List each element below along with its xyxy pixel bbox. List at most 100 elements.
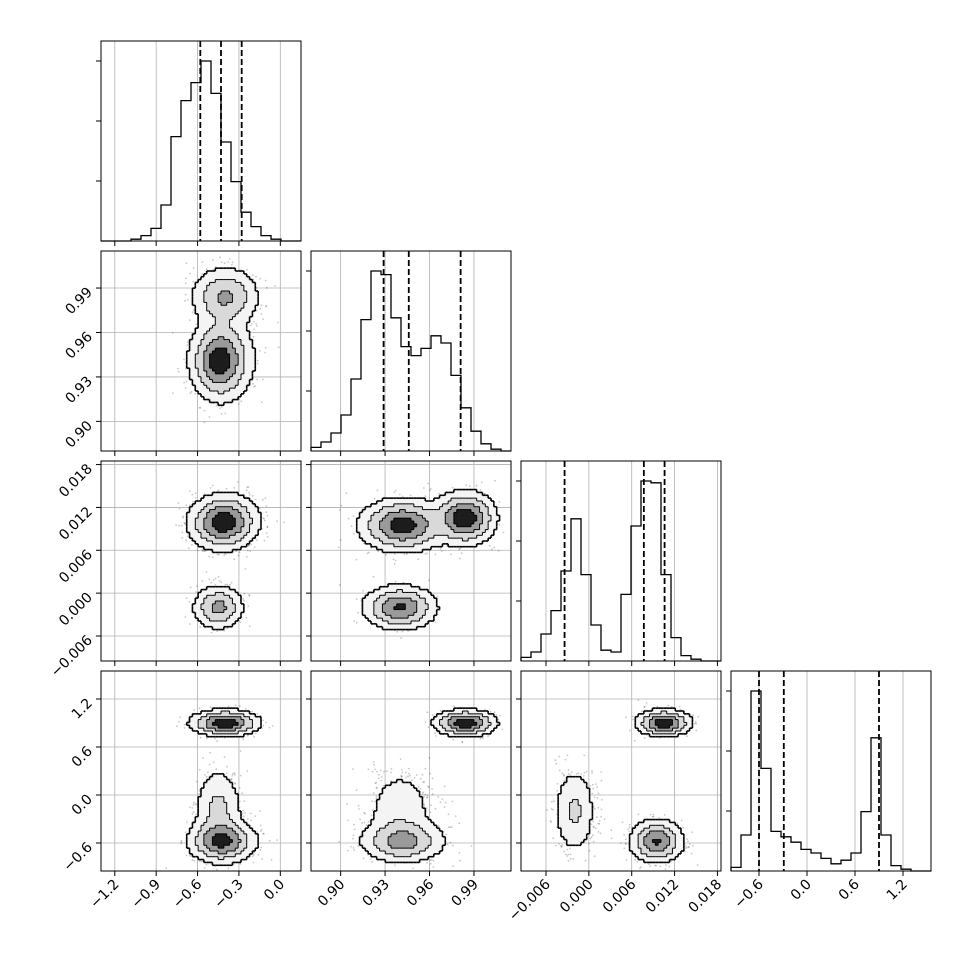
density-cell <box>212 299 216 303</box>
density-cell <box>223 615 228 619</box>
density-cell <box>215 342 219 346</box>
sample-point <box>215 404 218 407</box>
density-cell <box>226 311 230 315</box>
density-cell <box>229 495 233 499</box>
sample-point <box>214 577 217 580</box>
density-cell <box>246 521 250 525</box>
density-cell <box>249 506 253 510</box>
density-cell <box>215 532 219 536</box>
sample-point <box>186 344 189 346</box>
sample-point <box>229 583 231 586</box>
density-cell <box>246 371 250 375</box>
sample-point <box>191 311 194 313</box>
density-cell <box>221 351 225 355</box>
density-cell <box>238 506 242 510</box>
density-cell <box>226 273 230 278</box>
density-cell <box>215 351 219 355</box>
density-cell <box>252 529 256 533</box>
density-cell <box>229 288 233 292</box>
density-cell <box>212 342 216 346</box>
sample-point <box>233 487 236 489</box>
density-cell <box>192 515 196 519</box>
sample-point <box>201 273 204 275</box>
sample-point <box>265 532 268 534</box>
density-cell <box>221 325 225 329</box>
density-cell <box>223 365 228 369</box>
density-cell <box>235 495 239 499</box>
density-cell <box>203 621 208 625</box>
density-cell <box>249 285 253 289</box>
sample-point <box>208 578 211 581</box>
density-cell <box>229 609 233 613</box>
density-cell <box>235 273 239 278</box>
density-cell <box>223 282 228 286</box>
density-cell <box>235 393 239 398</box>
sample-point <box>245 617 248 619</box>
density-cell <box>215 495 219 499</box>
density-cell <box>189 356 193 360</box>
density-cell <box>209 308 213 312</box>
density-cell <box>249 353 253 358</box>
density-cell <box>206 368 210 372</box>
density-cell <box>212 512 216 516</box>
density-cell <box>209 285 213 289</box>
density-cell <box>206 276 210 280</box>
density-cell <box>226 373 230 378</box>
density-cell <box>215 291 219 295</box>
sample-point <box>251 274 254 276</box>
sample-point <box>214 583 217 586</box>
density-cell <box>198 356 202 360</box>
density-cell <box>221 515 225 519</box>
density-cell <box>249 282 253 286</box>
density-cell <box>221 396 225 400</box>
density-cell <box>215 359 219 363</box>
density-cell <box>232 322 236 326</box>
density-cell <box>226 296 230 300</box>
density-cell <box>252 506 256 510</box>
density-cell <box>215 393 219 398</box>
density-cell <box>192 351 196 355</box>
density-cell <box>212 308 216 312</box>
density-cell <box>223 342 228 346</box>
density-cell <box>235 293 239 298</box>
density-cell <box>235 328 239 332</box>
sample-point <box>217 575 220 578</box>
density-cell <box>198 328 202 332</box>
density-cell <box>238 371 242 375</box>
density-cell <box>221 523 225 528</box>
sample-point <box>274 285 276 287</box>
density-cell <box>206 609 210 613</box>
sample-point <box>184 299 186 302</box>
density-cell <box>209 529 213 533</box>
density-cell <box>249 532 253 536</box>
density-cell <box>238 293 242 298</box>
sample-point <box>261 498 264 501</box>
density-cell <box>246 305 250 309</box>
sample-point <box>183 358 185 361</box>
sample-point <box>185 539 188 542</box>
density-cell <box>238 291 242 295</box>
density-cell <box>232 495 236 499</box>
density-cell <box>215 305 219 309</box>
sample-point <box>253 320 255 323</box>
sample-point <box>198 406 201 409</box>
density-cell <box>201 322 205 326</box>
density-cell <box>232 538 236 542</box>
density-cell <box>223 396 228 400</box>
density-cell <box>195 606 199 610</box>
density-cell <box>218 308 222 312</box>
density-cell <box>221 342 225 346</box>
density-cell <box>215 509 219 513</box>
density-cell <box>215 285 219 289</box>
density-cell <box>223 546 228 550</box>
density-cell <box>203 279 208 283</box>
density-cell <box>246 373 250 378</box>
density-cell <box>221 595 225 599</box>
density-cell <box>203 592 208 596</box>
density-cell <box>201 319 205 323</box>
density-cell <box>195 532 199 536</box>
density-cell <box>221 313 225 318</box>
density-cell <box>255 515 259 519</box>
density-cell <box>223 313 228 318</box>
density-cell <box>209 615 213 619</box>
